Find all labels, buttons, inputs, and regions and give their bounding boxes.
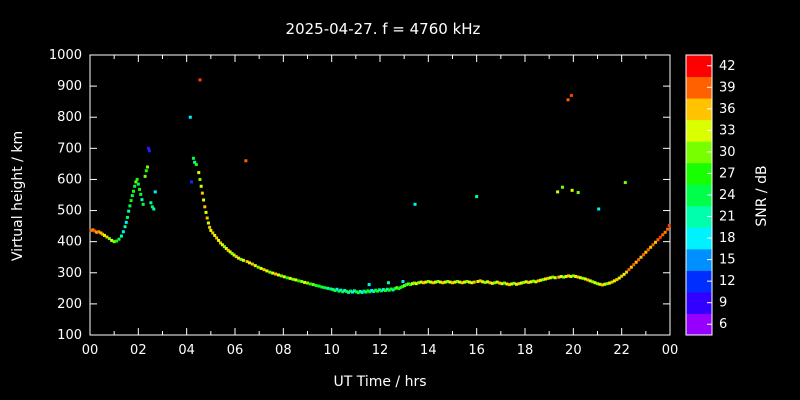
svg-text:15: 15 [719,253,736,268]
svg-text:33: 33 [719,123,736,138]
svg-text:400: 400 [57,235,82,250]
x-axis-label: UT Time / hrs [333,374,426,390]
svg-text:600: 600 [57,172,82,187]
svg-text:18: 18 [719,231,736,246]
y-axis-label: Virtual height / km [10,131,26,261]
plot-area: 00 02 04 06 08 10 12 14 16 18 20 22 0010020030040050… [49,48,678,358]
svg-text:39: 39 [719,80,736,95]
svg-text:06: 06 [227,343,244,358]
colorbar: 6 9 12 15 18 21 24 27 30 33 36 39 42 [685,54,736,336]
svg-text:22: 22 [613,343,630,358]
svg-text:18: 18 [517,343,534,358]
svg-text:42: 42 [719,59,736,74]
svg-text:27: 27 [719,166,736,181]
svg-text:02: 02 [130,343,147,358]
svg-text:24: 24 [719,188,736,203]
svg-text:100: 100 [57,328,82,343]
svg-text:08: 08 [275,343,292,358]
svg-text:30: 30 [719,145,736,160]
svg-text:14: 14 [420,343,437,358]
svg-text:12: 12 [719,274,736,289]
svg-text:00: 00 [82,343,99,358]
svg-text:04: 04 [178,343,195,358]
svg-text:300: 300 [57,266,82,281]
svg-text:500: 500 [57,204,82,219]
svg-text:36: 36 [719,102,736,117]
svg-text:20: 20 [565,343,582,358]
svg-text:800: 800 [57,110,82,125]
svg-text:1000: 1000 [49,48,82,63]
svg-text:6: 6 [719,317,727,332]
svg-text:200: 200 [57,297,82,312]
svg-text:9: 9 [719,296,727,311]
svg-text:00: 00 [662,343,679,358]
svg-text:900: 900 [57,79,82,94]
svg-text:16: 16 [468,343,485,358]
chart-title: 2025-04-27. f = 4760 kHz [286,20,481,38]
svg-text:21: 21 [719,210,736,225]
svg-text:10: 10 [323,343,340,358]
svg-text:12: 12 [372,343,389,358]
colorbar-label: SNR / dB [754,165,770,226]
svg-text:700: 700 [57,141,82,156]
